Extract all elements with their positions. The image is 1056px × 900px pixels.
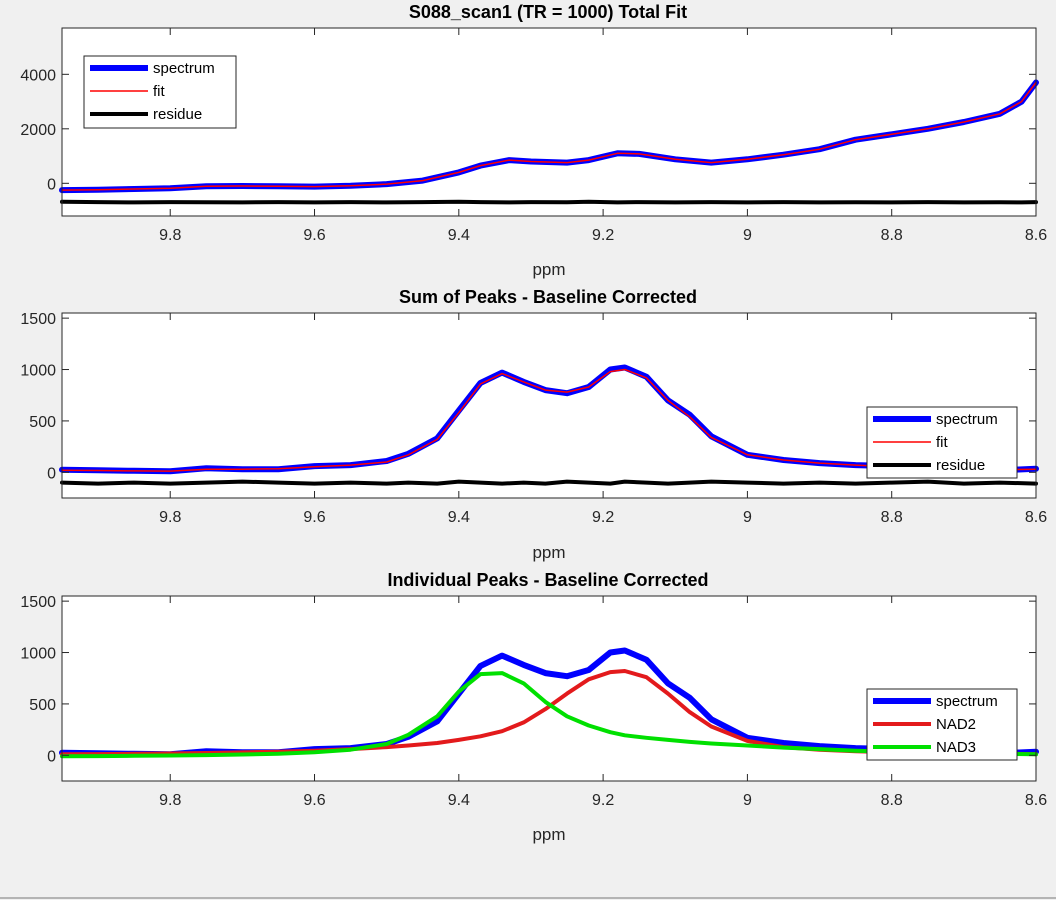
- series-line-fit: [61, 368, 1037, 472]
- axes-box: [61, 595, 1037, 782]
- series-layer: [59, 647, 1039, 759]
- series-line-residue: [60, 479, 1038, 486]
- x-tick-label: 9.4: [448, 509, 470, 526]
- legend-label-spectrum: spectrum: [936, 693, 998, 710]
- panel-total-fit: S088_scan1 (TR = 1000) Total Fit 9.8 9.6 9…: [20, 2, 1047, 279]
- x-tick-label: 8.8: [881, 792, 903, 809]
- legend-label-residue: residue: [936, 457, 985, 474]
- x-tick-label: 9.4: [448, 227, 470, 244]
- x-axis: 9.8 9.6 9.4 9.2 9 8.8 8.6: [159, 596, 1047, 809]
- x-tick-label: 9.6: [303, 509, 325, 526]
- y-tick-label: 1500: [20, 594, 56, 611]
- panel-title: Individual Peaks - Baseline Corrected: [387, 570, 708, 590]
- x-tick-label: 9.6: [303, 792, 325, 809]
- x-tick-label: 9.4: [448, 792, 470, 809]
- y-axis: 0 500 1000 1500: [20, 594, 1036, 765]
- legend: spectrum NAD2 NAD3: [866, 688, 1018, 761]
- x-tick-label: 8.8: [881, 509, 903, 526]
- x-tick-label: 9.2: [592, 227, 614, 244]
- series-line-nad3: [60, 671, 1038, 759]
- legend: spectrum fit residue: [866, 406, 1018, 479]
- y-tick-label: 0: [47, 748, 56, 765]
- x-tick-label: 9.8: [159, 227, 181, 244]
- panel-individual-peaks: Individual Peaks - Baseline Corrected 9.…: [20, 570, 1047, 844]
- y-tick-label: 0: [47, 176, 56, 193]
- y-tick-label: 2000: [20, 122, 56, 139]
- series-line-fit: [61, 81, 1037, 191]
- panel-sum-of-peaks: Sum of Peaks - Baseline Corrected 9.8 9.6…: [20, 287, 1047, 562]
- x-axis: 9.8 9.6 9.4 9.2 9 8.8 8.6: [159, 313, 1047, 526]
- x-tick-label: 9.2: [592, 792, 614, 809]
- y-axis: 0 2000 4000: [20, 67, 1036, 193]
- y-tick-label: 1000: [20, 363, 56, 380]
- series-layer: [59, 364, 1039, 486]
- x-tick-label: 8.6: [1025, 792, 1047, 809]
- x-tick-label: 9: [743, 227, 752, 244]
- x-tick-label: 8.6: [1025, 509, 1047, 526]
- y-tick-label: 1500: [20, 311, 56, 328]
- legend-label-fit: fit: [153, 83, 166, 100]
- x-tick-label: 9: [743, 509, 752, 526]
- x-tick-label: 9.8: [159, 509, 181, 526]
- series-layer: [59, 79, 1039, 205]
- x-tick-label: 9.2: [592, 509, 614, 526]
- y-tick-label: 4000: [20, 67, 56, 84]
- y-tick-label: 500: [29, 414, 56, 431]
- axes-box: [61, 312, 1037, 499]
- x-axis-label: ppm: [532, 260, 565, 279]
- axes-box: [61, 27, 1037, 217]
- x-axis: 9.8 9.6 9.4 9.2 9 8.8 8.6: [159, 28, 1047, 244]
- x-tick-label: 9.6: [303, 227, 325, 244]
- legend-label-spectrum: spectrum: [936, 411, 998, 428]
- legend-label-fit: fit: [936, 434, 949, 451]
- x-tick-label: 8.6: [1025, 227, 1047, 244]
- legend-label-nad3: NAD3: [936, 739, 976, 756]
- x-tick-label: 9.8: [159, 792, 181, 809]
- x-tick-label: 8.8: [881, 227, 903, 244]
- y-tick-label: 1000: [20, 646, 56, 663]
- y-tick-label: 0: [47, 465, 56, 482]
- x-tick-label: 9: [743, 792, 752, 809]
- y-axis: 0 500 1000 1500: [20, 311, 1036, 482]
- panel-title: S088_scan1 (TR = 1000) Total Fit: [409, 2, 687, 22]
- legend-label-nad2: NAD2: [936, 716, 976, 733]
- x-axis-label: ppm: [532, 825, 565, 844]
- legend-label-spectrum: spectrum: [153, 60, 215, 77]
- legend: spectrum fit residue: [83, 55, 237, 129]
- legend-label-residue: residue: [153, 106, 202, 123]
- series-line-residue: [60, 199, 1038, 205]
- y-tick-label: 500: [29, 697, 56, 714]
- panel-title: Sum of Peaks - Baseline Corrected: [399, 287, 697, 307]
- x-axis-label: ppm: [532, 543, 565, 562]
